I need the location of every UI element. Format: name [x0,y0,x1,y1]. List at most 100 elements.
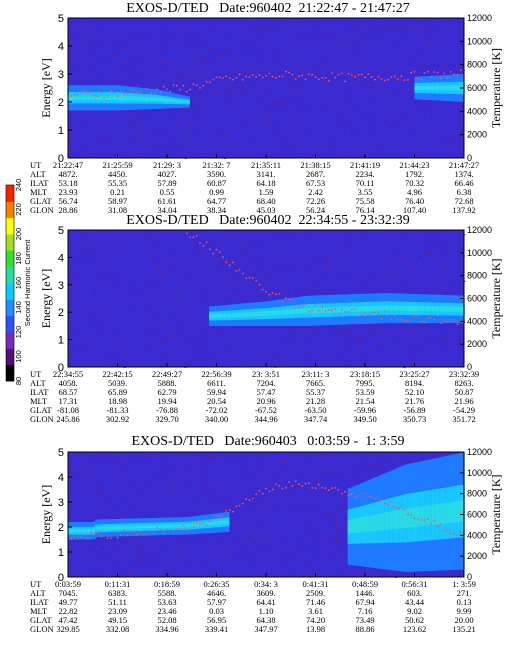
ephemeris-value: 53.63 [157,597,176,607]
band-peak [461,500,465,522]
speckle [118,232,121,234]
speckle [122,456,125,459]
band-peak [95,527,99,531]
speckle [377,53,380,55]
speckle [358,78,361,80]
speckle [283,294,287,296]
speckle [103,466,106,468]
band-peak [387,305,391,311]
speckle [377,359,380,361]
speckle [278,101,281,104]
speckle [295,236,298,238]
speckle [386,273,389,276]
speckle [405,116,408,118]
speckle [133,346,136,348]
speckle [123,290,126,292]
y2-tick-label: 10000 [467,36,492,46]
temperature-point [321,486,323,489]
temperature-point [222,517,225,519]
speckle [247,475,250,477]
speckle [79,78,82,80]
speckle [419,262,422,264]
speckle [214,570,217,572]
speckle [401,258,404,260]
temperature-point [390,318,393,321]
ephemeris-value: -56.89 [404,405,426,415]
speckle [335,543,338,545]
speckle [276,473,279,476]
temperature-point [443,530,446,532]
speckle [419,284,422,287]
temperature-point [327,79,330,82]
speckle [86,233,89,236]
y-tick-label: 5 [58,225,64,237]
temperature-point [271,292,274,294]
speckle [89,305,92,307]
speckle [166,61,170,63]
temperature-point [139,530,142,533]
speckle [104,504,107,506]
y-axis-label: Energy [eV] [39,485,53,544]
spectrogram-2: 012345020004000600080001000012000Energy … [30,225,503,424]
band-peak [360,517,364,533]
ephemeris-value: 135.21 [452,624,475,634]
speckle [217,548,220,550]
band-peak [313,307,317,314]
speckle [317,282,320,284]
ephemeris-value: 332.08 [106,624,129,634]
speckle [217,483,220,485]
speckle [184,35,187,37]
speckle [372,285,375,287]
band-peak [73,95,77,100]
band-peak [387,512,391,530]
ephemeris-value: 67.94 [355,597,375,607]
ephemeris-value: 3141. [256,169,275,179]
speckle [264,76,267,78]
speckle [69,155,72,157]
speckle [103,28,107,30]
speckle [282,465,285,467]
speckle [129,486,132,488]
speckle [133,18,136,20]
band-peak [236,313,240,317]
speckle [243,151,247,153]
speckle [249,282,252,284]
y-axis-label: Energy [eV] [39,58,53,117]
band-peak [449,502,453,523]
temperature-point [176,84,178,87]
speckle [101,76,104,78]
speckle [81,255,84,257]
speckle [344,360,347,363]
speckle [268,124,271,126]
band-peak [399,305,403,311]
speckle [237,531,240,533]
speckle [288,470,291,472]
band-peak [256,311,260,317]
speckle [130,293,133,295]
speckle [443,64,446,66]
speckle [300,511,303,513]
band-peak [164,98,168,102]
ephemeris-value: 6.38 [457,187,472,197]
speckle [390,283,393,285]
temperature-point [367,313,370,316]
temperature-point [212,518,215,521]
ephemeris-value: 4450. [108,169,127,179]
band-peak [347,306,351,313]
speckle [276,125,279,127]
speckle [133,78,136,80]
speckle [188,125,191,127]
band-peak [219,520,223,525]
speckle [230,517,233,519]
panel-2: EXOS-D/TED Date:960402 22:34:55 - 23:32:… [0,212,505,432]
temperature-point [364,312,366,314]
speckle [204,280,207,282]
speckle [328,530,331,532]
speckle [374,126,377,128]
speckle [102,568,105,570]
band-peak [389,511,393,530]
speckle [383,573,386,576]
speckle [430,45,433,47]
speckle [111,46,114,48]
speckle [272,142,275,144]
